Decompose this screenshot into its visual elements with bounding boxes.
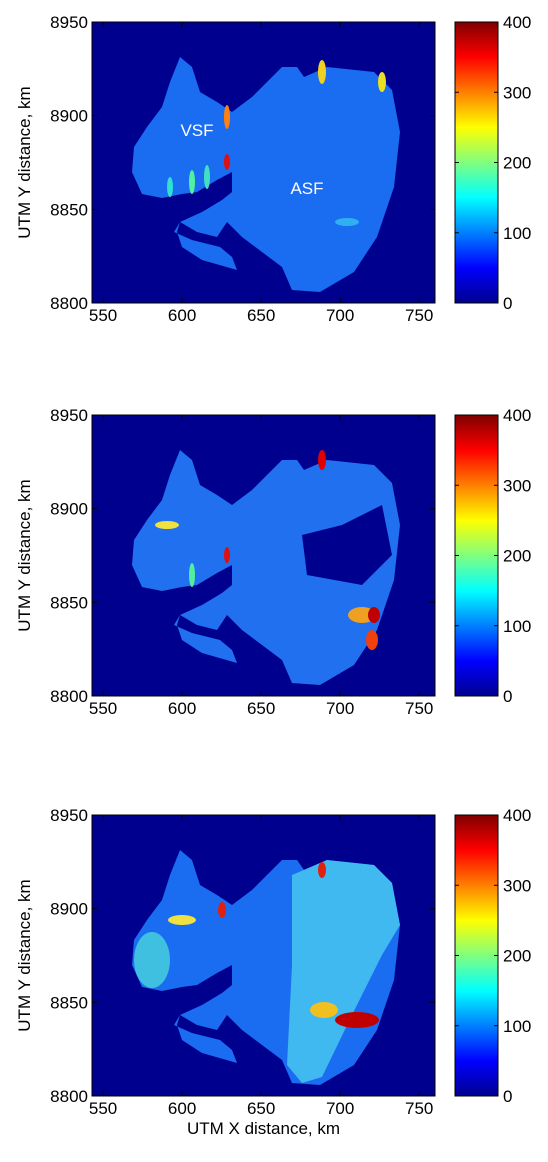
annotation: ASF — [290, 179, 323, 198]
colorbar-tick-label: 200 — [503, 547, 531, 566]
x-tick-label: 700 — [326, 306, 354, 325]
colorbar-tick-label: 100 — [503, 224, 531, 243]
colorbar-tick-label: 100 — [503, 617, 531, 636]
x-tick-label: 600 — [168, 1099, 196, 1118]
colorbar-tick-label: 200 — [503, 947, 531, 966]
y-tick-label: 8850 — [50, 200, 88, 219]
y-tick-label: 8900 — [50, 107, 88, 126]
x-tick-label: 550 — [89, 1099, 117, 1118]
colorbar — [454, 814, 499, 1097]
y-tick-label: 8850 — [50, 593, 88, 612]
y-axis-title: UTM Y distance, km — [15, 879, 34, 1031]
x-tick-label: 600 — [168, 306, 196, 325]
y-tick-label: 8900 — [50, 900, 88, 919]
velocity-map — [92, 815, 435, 1096]
colorbar — [454, 21, 499, 304]
y-tick-label: 8950 — [50, 406, 88, 425]
y-tick-label: 8800 — [50, 1087, 88, 1106]
x-tick-label: 750 — [405, 699, 433, 718]
colorbar-tick-label: 0 — [503, 687, 512, 706]
colorbar — [454, 414, 499, 697]
y-tick-label: 8950 — [50, 806, 88, 825]
x-tick-label: 550 — [89, 699, 117, 718]
y-axis-title: UTM Y distance, km — [15, 479, 34, 631]
colorbar-tick-label: 300 — [503, 476, 531, 495]
y-tick-label: 8950 — [50, 13, 88, 32]
colorbar-tick-label: 400 — [503, 13, 531, 32]
colorbar-tick-label: 400 — [503, 406, 531, 425]
x-tick-label: 750 — [405, 1099, 433, 1118]
x-tick-label: 650 — [247, 306, 275, 325]
colorbar-tick-label: 200 — [503, 154, 531, 173]
y-axis-title: UTM Y distance, km — [15, 86, 34, 238]
x-tick-label: 600 — [168, 699, 196, 718]
x-tick-label: 700 — [326, 699, 354, 718]
velocity-map — [92, 415, 435, 696]
x-tick-label: 650 — [247, 699, 275, 718]
colorbar-tick-label: 100 — [503, 1017, 531, 1036]
x-tick-label: 750 — [405, 306, 433, 325]
annotation: VSF — [180, 121, 213, 140]
x-axis-title: UTM X distance, km — [187, 1119, 340, 1138]
y-tick-label: 8850 — [50, 993, 88, 1012]
x-tick-label: 550 — [89, 306, 117, 325]
y-tick-label: 8800 — [50, 687, 88, 706]
colorbar-tick-label: 0 — [503, 294, 512, 313]
colorbar-tick-label: 300 — [503, 876, 531, 895]
y-tick-label: 8900 — [50, 500, 88, 519]
colorbar-tick-label: 300 — [503, 83, 531, 102]
axes-frame — [91, 814, 436, 1097]
x-tick-label: 700 — [326, 1099, 354, 1118]
axes-frame — [91, 414, 436, 697]
colorbar-tick-label: 400 — [503, 806, 531, 825]
axes-frame — [91, 21, 436, 304]
velocity-map: VSF ASF — [92, 22, 435, 303]
colorbar-tick-label: 0 — [503, 1087, 512, 1106]
y-tick-label: 8800 — [50, 294, 88, 313]
x-tick-label: 650 — [247, 1099, 275, 1118]
